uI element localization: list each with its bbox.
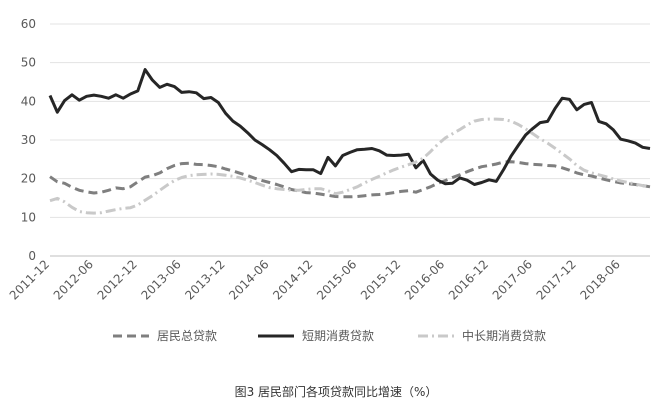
x-tick-label: 2017-12 xyxy=(534,257,579,302)
x-tick-label: 2013-06 xyxy=(138,257,183,302)
y-tick-label: 20 xyxy=(21,172,36,186)
x-tick-label: 2014-06 xyxy=(226,257,271,302)
gridlines xyxy=(50,23,650,257)
x-axis-ticks: 2011-122012-062012-122013-062013-122014-… xyxy=(7,257,623,302)
x-tick-label: 2011-12 xyxy=(7,257,52,302)
x-tick-label: 2015-06 xyxy=(314,257,359,302)
x-tick-label: 2017-06 xyxy=(490,257,535,302)
legend-label: 短期消费贷款 xyxy=(302,329,374,343)
y-tick-label: 30 xyxy=(21,133,36,147)
y-tick-label: 50 xyxy=(21,56,36,70)
legend-label: 中长期消费贷款 xyxy=(462,328,546,343)
x-tick-label: 2012-06 xyxy=(51,257,96,302)
y-tick-label: 10 xyxy=(21,210,36,224)
x-tick-label: 2012-12 xyxy=(95,257,140,302)
x-tick-label: 2016-06 xyxy=(402,257,447,302)
series-line xyxy=(49,160,651,199)
y-tick-label: 40 xyxy=(21,94,36,108)
x-tick-label: 2018-06 xyxy=(577,257,622,302)
series-lines xyxy=(48,68,651,215)
x-tick-label: 2016-12 xyxy=(446,257,491,302)
y-tick-label: 0 xyxy=(28,249,36,263)
series-line xyxy=(49,117,651,215)
x-tick-label: 2015-12 xyxy=(358,257,403,302)
x-tick-label: 2013-12 xyxy=(182,257,227,302)
y-axis-ticks: 0 10 20 30 40 50 60 xyxy=(21,17,36,263)
legend: 居民总贷款 短期消费贷款 中长期消费贷款 xyxy=(113,328,546,343)
legend-label: 居民总贷款 xyxy=(157,329,217,343)
series-line xyxy=(48,68,651,186)
x-tick-label: 2014-12 xyxy=(270,257,315,302)
figure-caption: 图3 居民部门各项贷款同比增速（%） xyxy=(234,385,438,399)
y-tick-label: 60 xyxy=(21,17,36,31)
